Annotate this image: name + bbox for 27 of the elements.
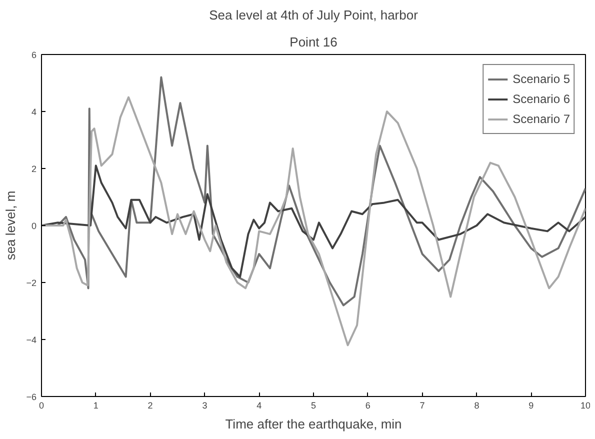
legend-label: Scenario 6 — [512, 92, 570, 106]
x-axis-title: Time after the earthquake, min — [225, 416, 402, 432]
chart-subtitle: Point 16 — [290, 34, 338, 50]
y-tick-label: 0 — [31, 221, 37, 231]
line-series — [42, 164, 586, 278]
y-tick-label: −4 — [26, 335, 37, 345]
x-tick-label: 7 — [420, 400, 425, 410]
x-tick-label: 4 — [256, 400, 262, 410]
legend-label: Scenario 5 — [512, 72, 570, 86]
x-tick-label: 0 — [38, 400, 44, 410]
x-tick-label: 2 — [148, 400, 153, 410]
x-tick-label: 6 — [365, 400, 370, 410]
x-tick-label: 1 — [93, 400, 98, 410]
y-tick-label: 4 — [31, 107, 37, 117]
x-tick-label: 5 — [310, 400, 316, 410]
y-axis-title: sea level, m — [3, 190, 18, 260]
chart-title: Sea level at 4th of July Point, harbor — [209, 8, 419, 22]
x-tick-label: 9 — [528, 400, 534, 410]
y-tick-label: −2 — [26, 278, 37, 288]
y-tick-label: 6 — [31, 50, 37, 60]
x-tick-label: 3 — [202, 400, 208, 410]
y-tick-label: 2 — [31, 164, 37, 174]
x-tick-label: 8 — [474, 400, 480, 410]
line-series — [42, 96, 586, 346]
y-tick-label: −6 — [26, 392, 37, 402]
x-tick-label: 10 — [580, 400, 591, 410]
legend-label: Scenario 7 — [512, 112, 570, 126]
